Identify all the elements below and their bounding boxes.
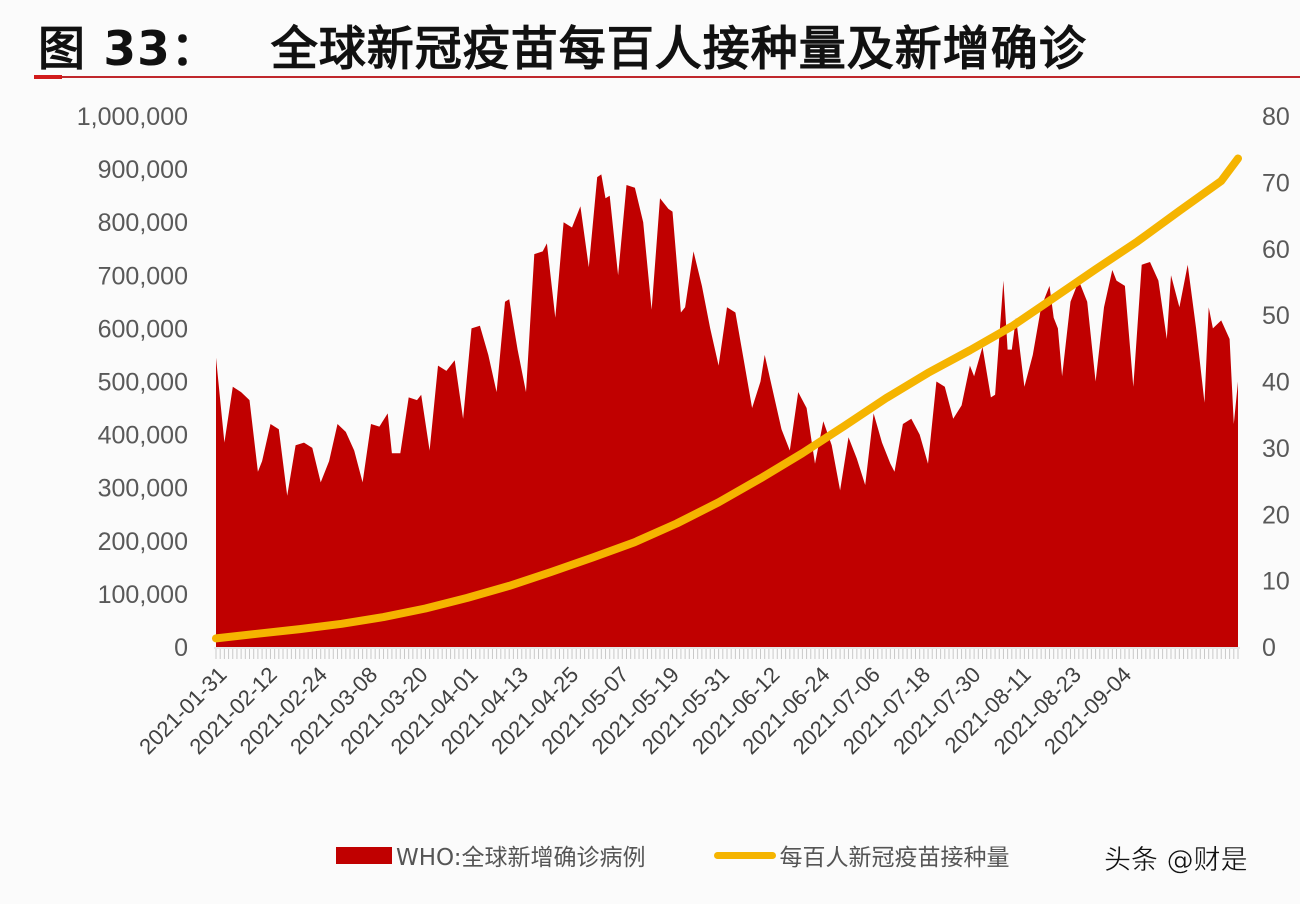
title-rule	[34, 76, 1300, 78]
left-axis-tick: 600,000	[98, 315, 188, 343]
x-axis-labels: 2021-01-312021-02-122021-02-242021-03-08…	[134, 662, 1136, 759]
right-axis-tick: 20	[1262, 501, 1290, 529]
legend-swatch-vaccine	[713, 851, 776, 859]
right-axis-tick: 10	[1262, 568, 1290, 596]
left-axis-tick: 500,000	[98, 369, 188, 397]
title-rule-accent	[34, 75, 62, 79]
right-y-axis: 80 70 60 50 40 30 20 10 0	[1262, 103, 1290, 662]
right-axis-tick: 60	[1262, 236, 1290, 264]
left-axis-tick: 800,000	[98, 209, 188, 237]
left-axis-tick: 0	[174, 634, 188, 662]
left-y-axis: 1,000,000 900,000 800,000 700,000 600,000 500…	[77, 103, 188, 662]
figure-title: 全球新冠疫苗每百人接种量及新增确诊	[270, 22, 1087, 77]
right-axis-tick: 80	[1262, 103, 1290, 131]
right-axis-tick: 0	[1262, 634, 1276, 662]
legend-swatch-cases	[336, 846, 392, 864]
legend-label-vaccine: 每百人新冠疫苗接种量	[779, 845, 1010, 871]
left-axis-tick: 900,000	[98, 156, 188, 184]
right-axis-tick: 70	[1262, 169, 1290, 197]
left-axis-tick: 1,000,000	[77, 103, 188, 131]
left-axis-tick: 200,000	[98, 528, 188, 556]
vaccine-line-series	[212, 154, 1242, 643]
cases-area-series	[216, 174, 1238, 647]
legend: WHO:全球新增确诊病例 每百人新冠疫苗接种量	[336, 838, 1010, 872]
figure-number: 图 33：	[38, 22, 219, 77]
left-axis-tick: 100,000	[98, 581, 188, 609]
page-title: 图 33： 全球新冠疫苗每百人接种量及新增确诊	[38, 10, 1087, 79]
left-axis-tick: 400,000	[98, 422, 188, 450]
x-axis-minor-ticks	[214, 647, 1240, 659]
left-axis-tick: 300,000	[98, 475, 188, 503]
left-axis-tick: 700,000	[98, 262, 188, 290]
watermark: 头条 @财是	[1104, 845, 1248, 876]
right-axis-tick: 50	[1262, 302, 1290, 330]
legend-label-cases: WHO:全球新增确诊病例	[396, 845, 646, 871]
right-axis-tick: 40	[1262, 369, 1290, 397]
right-axis-tick: 30	[1262, 435, 1290, 463]
